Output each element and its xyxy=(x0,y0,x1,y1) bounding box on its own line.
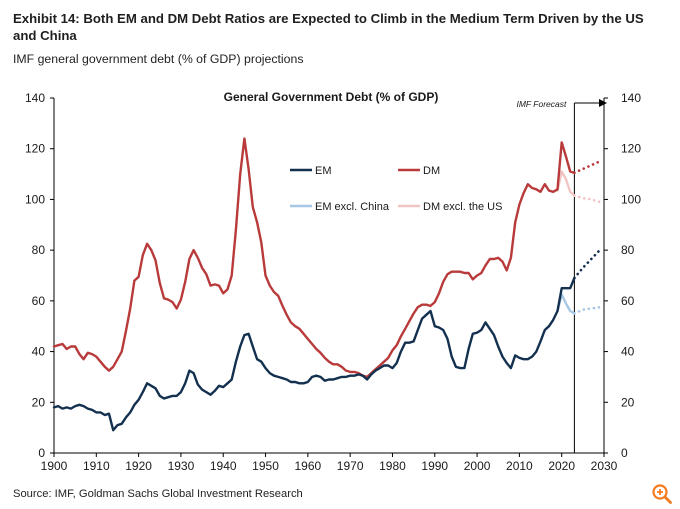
series-line-em-forecast xyxy=(573,248,602,280)
legend-label-dm: DM xyxy=(423,165,440,177)
x-tick-label: 1940 xyxy=(210,459,237,473)
legend-label-em: EM xyxy=(315,165,332,177)
y-tick-label-left: 100 xyxy=(25,192,45,206)
forecast-annotation: IMF Forecast xyxy=(516,99,567,109)
x-tick-label: 1910 xyxy=(83,459,110,473)
exhibit-title: Exhibit 14: Both EM and DM Debt Ratios a… xyxy=(13,11,644,43)
y-tick-label-left: 60 xyxy=(32,294,46,308)
y-tick-label-left: 0 xyxy=(38,446,45,460)
y-tick-label-right: 20 xyxy=(621,395,635,409)
y-tick-label-right: 120 xyxy=(621,142,641,156)
y-tick-label-left: 40 xyxy=(32,345,46,359)
x-tick-label: 2000 xyxy=(464,459,491,473)
y-tick-label-left: 140 xyxy=(25,91,45,105)
x-tick-label: 1930 xyxy=(168,459,195,473)
forecast-arrow-head xyxy=(599,99,607,107)
x-tick-label: 1950 xyxy=(252,459,279,473)
x-tick-label: 1970 xyxy=(337,459,364,473)
series-lines xyxy=(52,137,602,432)
source-note: Source: IMF, Goldman Sachs Global Invest… xyxy=(13,488,303,500)
y-tick-label-left: 80 xyxy=(32,243,46,257)
y-tick-label-right: 40 xyxy=(621,345,635,359)
series-line-dm xyxy=(52,137,576,379)
x-tick-label: 1900 xyxy=(41,459,68,473)
series-line-dm-ex-us-forecast xyxy=(573,194,602,204)
y-tick-label-left: 20 xyxy=(32,395,46,409)
series-line-dm-forecast xyxy=(573,160,602,175)
y-tick-label-left: 120 xyxy=(25,142,45,156)
x-tick-label: 1960 xyxy=(294,459,321,473)
y-tick-label-right: 140 xyxy=(621,91,641,105)
x-tick-label: 2010 xyxy=(506,459,533,473)
x-tick-label: 1920 xyxy=(125,459,152,473)
axes xyxy=(50,97,608,457)
y-tick-label-right: 100 xyxy=(621,192,641,206)
series-line-em xyxy=(52,276,576,432)
x-tick-label: 1990 xyxy=(421,459,448,473)
zoom-in-icon[interactable] xyxy=(651,483,673,505)
series-line-em-ex-china-forecast xyxy=(573,305,602,315)
legend-label-dm-ex-us: DM excl. the US xyxy=(423,201,502,213)
y-tick-label-right: 0 xyxy=(621,446,628,460)
chart-title: General Government Debt (% of GDP) xyxy=(224,90,439,104)
x-tick-label: 1980 xyxy=(379,459,406,473)
x-tick-label: 2030 xyxy=(591,459,618,473)
series-line-dm-ex-us xyxy=(556,170,576,197)
legend-label-em-ex-china: EM excl. China xyxy=(315,201,390,213)
y-tick-label-right: 80 xyxy=(621,243,635,257)
x-tick-label: 2020 xyxy=(548,459,575,473)
y-tick-label-right: 60 xyxy=(621,294,635,308)
exhibit-subtitle: IMF general government debt (% of GDP) p… xyxy=(13,52,304,66)
